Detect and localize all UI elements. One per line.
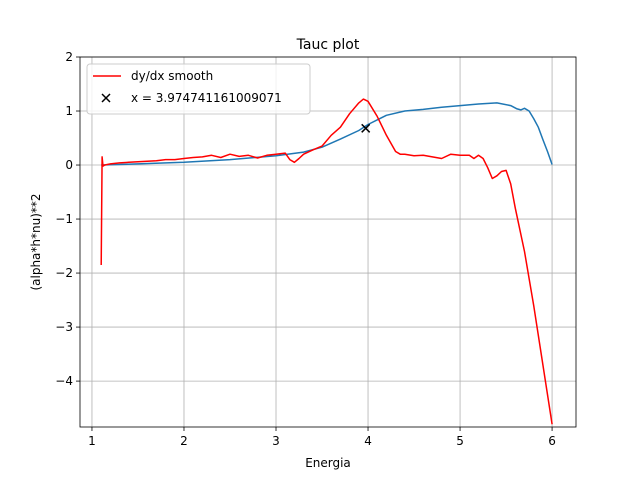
chart-title: Tauc plot [296, 37, 360, 53]
grid [80, 56, 576, 427]
x-tick-label: 3 [272, 434, 280, 448]
legend-box [86, 63, 311, 115]
x-tick-label: 6 [548, 434, 556, 448]
y-tick-label: −1 [55, 212, 73, 226]
y-tick-label: −4 [55, 374, 73, 388]
ticks: 1 2 3 4 5 6 −4 −3 −2 −1 0 1 2 [55, 50, 556, 448]
legend-label-marker: x = 3.974741161009071 [131, 91, 282, 105]
x-tick-label: 4 [364, 434, 372, 448]
x-axis-label: Energia [305, 456, 351, 470]
y-tick-label: −2 [55, 266, 73, 280]
y-tick-label: 0 [65, 158, 73, 172]
legend-label-series: dy/dx smooth [131, 69, 213, 83]
x-tick-label: 5 [456, 434, 464, 448]
legend-marker-swatch [101, 93, 111, 103]
y-axis-label: (alpha*h*nu)**2 [29, 193, 43, 290]
legend-x-glyph [101, 93, 111, 103]
legend: dy/dx smooth x = 3.974741161009071 [86, 63, 311, 115]
y-tick-label: 2 [65, 50, 73, 64]
marker-x-point [361, 123, 371, 133]
series-blue-line [101, 102, 553, 166]
x-tick-label: 1 [88, 434, 96, 448]
x-tick-label: 2 [180, 434, 188, 448]
series-layer [100, 98, 553, 425]
series-dydx-smooth-line [100, 98, 553, 425]
y-tick-label: 1 [65, 104, 73, 118]
y-tick-label: −3 [55, 320, 73, 334]
plot-frame [79, 56, 577, 428]
